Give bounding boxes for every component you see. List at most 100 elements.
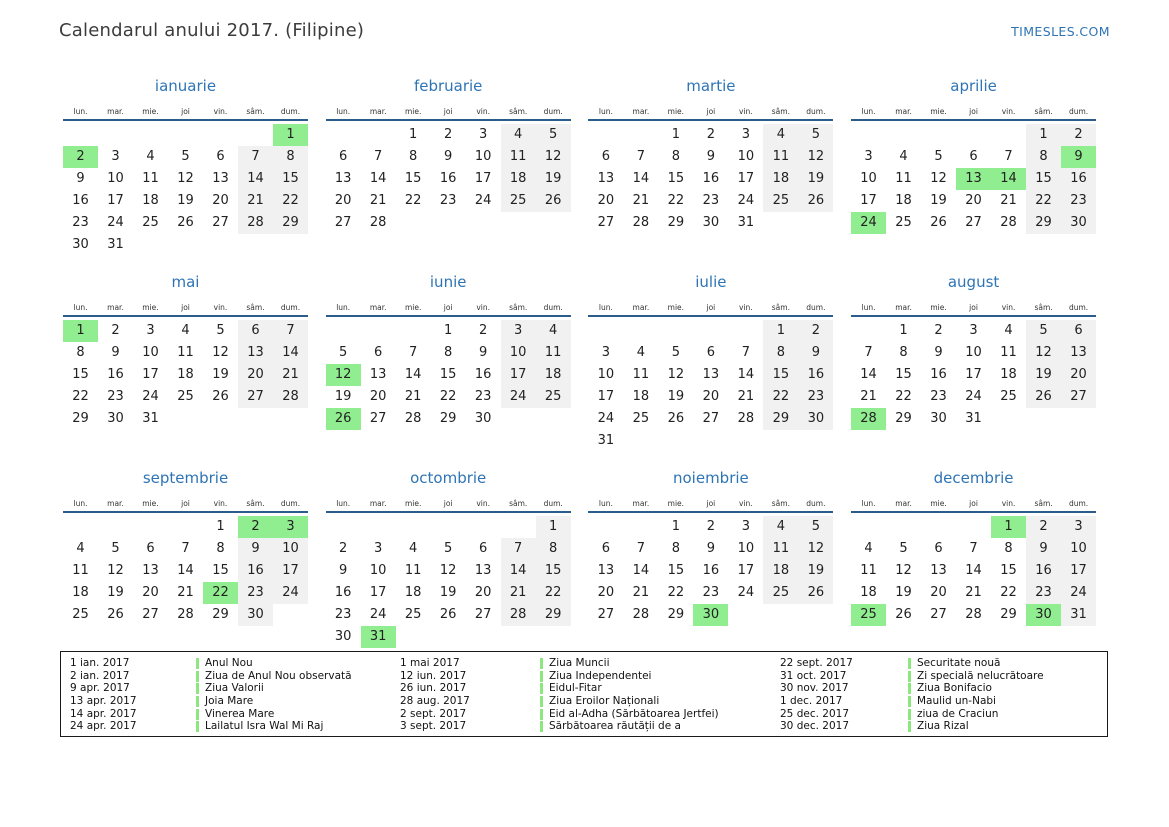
weekday-label: lun. bbox=[73, 107, 88, 116]
week-row: 24 25 26 27 28 29 30 bbox=[851, 212, 1097, 234]
legend-holiday-name: Lailatul Isra Wal Mi Raj bbox=[205, 720, 324, 733]
day-cell: 9 bbox=[444, 149, 453, 164]
month-title: octombrie bbox=[410, 469, 487, 487]
weekday-label: joi bbox=[706, 303, 716, 312]
weekday-label: mar. bbox=[369, 107, 387, 116]
empty-day-cell bbox=[361, 124, 396, 146]
day-cell: 10 bbox=[597, 367, 615, 382]
day-cell: 10 bbox=[273, 538, 308, 560]
week-row: 15 16 17 18 19 20 21 bbox=[63, 364, 308, 386]
holiday-day-cell: 31 bbox=[360, 626, 396, 648]
day-cell: 22 bbox=[667, 585, 685, 600]
day-cell: 12 bbox=[667, 367, 685, 382]
day-cell: 11 bbox=[763, 146, 799, 168]
day-cell: 23 bbox=[702, 193, 720, 208]
weekday-label: sâm. bbox=[509, 499, 528, 508]
legend-date: 12 iun. 2017 bbox=[400, 669, 467, 682]
site-link[interactable]: TIMESLES.COM bbox=[1011, 24, 1110, 39]
day-cell: 5 bbox=[798, 516, 834, 538]
day-cell: 4 bbox=[76, 541, 85, 556]
week-row: 27 28 29 30 bbox=[588, 604, 833, 626]
week-row: 1 bbox=[63, 124, 308, 146]
day-cell: 2 bbox=[479, 323, 488, 338]
holiday-marker-icon bbox=[908, 708, 911, 720]
day-cell: 14 bbox=[860, 367, 877, 382]
day-cell: 18 bbox=[535, 364, 571, 386]
weekday-label: lun. bbox=[598, 303, 613, 312]
legend-holiday-name: Anul Nou bbox=[205, 657, 253, 669]
day-cell: 7 bbox=[1004, 149, 1013, 164]
empty-day-cell bbox=[466, 626, 501, 648]
day-cell: 2 bbox=[1026, 516, 1062, 538]
day-cell: 12 bbox=[798, 538, 834, 560]
week-row: 8 9 10 11 12 13 14 bbox=[63, 342, 308, 364]
day-cell: 29 bbox=[439, 411, 457, 426]
weekday-label: dum. bbox=[280, 499, 301, 508]
day-cell: 27 bbox=[597, 607, 615, 622]
weekday-label: mie. bbox=[667, 107, 685, 116]
week-row: 25 26 27 28 29 30 bbox=[63, 604, 308, 626]
day-cell: 6 bbox=[969, 149, 978, 164]
day-cell: 15 bbox=[667, 171, 685, 186]
empty-day-cell bbox=[238, 234, 273, 256]
day-cell: 1 bbox=[763, 320, 799, 342]
day-cell: 15 bbox=[404, 171, 422, 186]
holiday-day-cell: 13 bbox=[956, 168, 992, 190]
day-cell: 17 bbox=[142, 367, 159, 382]
month-weeks: 1 2 3 4 5 6 7 8 9 10 11 12 13 14 15 16 17 18 19 20 21 22 23 24 2… bbox=[588, 320, 834, 452]
empty-day-cell bbox=[1061, 408, 1096, 430]
weekday-label: mar. bbox=[895, 303, 912, 312]
day-cell: 25 bbox=[763, 582, 799, 604]
week-row: 10 11 12 13 14 15 16 bbox=[851, 168, 1097, 190]
day-cell: 16 bbox=[72, 193, 89, 208]
day-cell: 18 bbox=[763, 560, 799, 582]
holiday-day-cell: 22 bbox=[203, 582, 238, 604]
legend-date: 31 oct. 2017 bbox=[780, 669, 847, 682]
weekday-label: mie. bbox=[142, 303, 159, 312]
day-cell: 14 bbox=[273, 342, 308, 364]
day-cell: 5 bbox=[535, 124, 571, 146]
day-cell: 26 bbox=[930, 215, 947, 230]
day-cell: 26 bbox=[798, 582, 834, 604]
day-cell: 28 bbox=[1000, 215, 1017, 230]
day-cell: 12 bbox=[930, 171, 947, 186]
day-cell: 5 bbox=[934, 149, 943, 164]
day-cell: 9 bbox=[479, 345, 488, 360]
day-cell: 21 bbox=[500, 582, 536, 604]
day-cell: 5 bbox=[339, 345, 348, 360]
day-cell: 5 bbox=[444, 541, 453, 556]
day-cell: 3 bbox=[111, 149, 120, 164]
day-cell: 11 bbox=[1000, 345, 1017, 360]
empty-day-cell bbox=[168, 234, 203, 256]
day-cell: 31 bbox=[107, 237, 124, 252]
weekday-label: lun. bbox=[336, 107, 351, 116]
empty-day-cell bbox=[588, 516, 623, 538]
day-cell: 12 bbox=[535, 146, 571, 168]
day-cell: 15 bbox=[763, 364, 799, 386]
weekday-label: lun. bbox=[598, 107, 613, 116]
day-cell: 8 bbox=[763, 342, 799, 364]
weekday-label: vin. bbox=[476, 499, 491, 508]
legend-holiday-name: Ziua Rizal bbox=[917, 720, 969, 733]
day-cell: 2 bbox=[798, 320, 834, 342]
weekday-label: mar. bbox=[107, 499, 124, 508]
empty-day-cell bbox=[133, 234, 168, 256]
holiday-marker-icon bbox=[908, 670, 911, 682]
day-cell: 6 bbox=[706, 345, 716, 360]
month-title: septembrie bbox=[142, 469, 229, 487]
day-cell: 6 bbox=[238, 320, 273, 342]
day-cell: 8 bbox=[76, 345, 85, 360]
day-cell: 17 bbox=[860, 193, 877, 208]
day-cell: 27 bbox=[930, 607, 947, 622]
empty-day-cell bbox=[886, 516, 921, 538]
day-cell: 18 bbox=[1000, 367, 1017, 382]
empty-day-cell bbox=[921, 516, 956, 538]
day-cell: 15 bbox=[535, 560, 571, 582]
legend-holiday-name: Eidul-Fitar bbox=[549, 682, 602, 695]
